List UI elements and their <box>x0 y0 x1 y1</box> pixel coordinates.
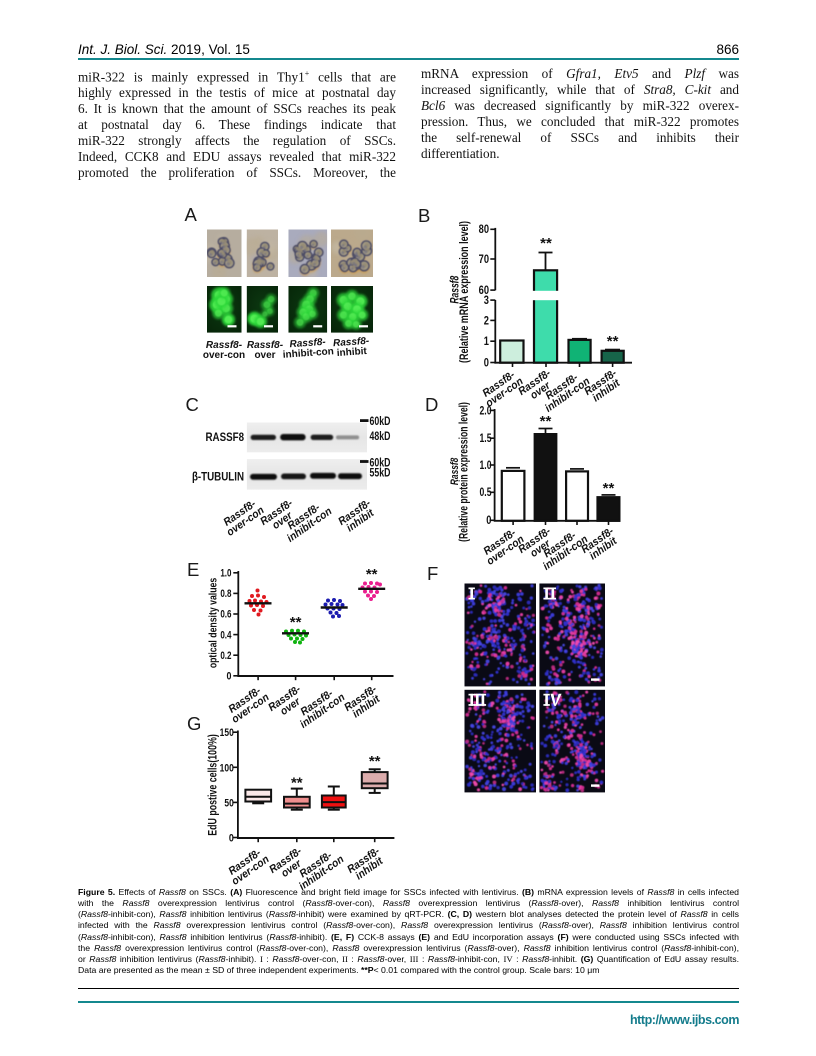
svg-text:80: 80 <box>479 224 490 236</box>
svg-text:RASSF8: RASSF8 <box>205 432 244 445</box>
svg-text:0.4: 0.4 <box>220 629 232 642</box>
svg-text:0.5: 0.5 <box>480 487 492 499</box>
svg-text:60kD: 60kD <box>370 416 391 428</box>
svg-text:1: 1 <box>484 336 489 348</box>
svg-text:60: 60 <box>479 285 490 297</box>
svg-text:**: ** <box>540 235 552 252</box>
svg-text:0.6: 0.6 <box>220 609 231 622</box>
svg-text:**: ** <box>290 614 302 631</box>
svg-text:0: 0 <box>227 671 232 683</box>
svg-text:70: 70 <box>479 254 490 266</box>
svg-text:0: 0 <box>229 833 234 845</box>
svg-text:**: ** <box>369 753 381 770</box>
svg-text:100: 100 <box>220 762 235 774</box>
svg-text:0.8: 0.8 <box>220 588 232 601</box>
svg-text:**: ** <box>607 333 619 350</box>
svg-text:EdU postive cells(100%): EdU postive cells(100%) <box>208 734 220 836</box>
svg-text:0: 0 <box>484 358 489 370</box>
svg-text:(Relative protein expression l: (Relative protein expression level) <box>459 402 471 542</box>
svg-text:0.2: 0.2 <box>220 650 231 663</box>
svg-text:**: ** <box>366 566 378 583</box>
svg-text:1.0: 1.0 <box>480 460 492 472</box>
svg-text:**: ** <box>291 775 303 792</box>
svg-text:3: 3 <box>484 295 489 307</box>
svg-text:60kD: 60kD <box>370 457 391 469</box>
svg-text:48kD: 48kD <box>370 431 391 443</box>
svg-text:0: 0 <box>486 515 491 527</box>
svg-text:2: 2 <box>484 316 489 328</box>
svg-text:Rassf8: Rassf8 <box>449 275 462 303</box>
svg-text:55kD: 55kD <box>370 467 391 479</box>
svg-text:(Relative mRNA expression leve: (Relative mRNA expression level) <box>459 221 471 363</box>
svg-text:2.0: 2.0 <box>480 405 492 417</box>
svg-text:β-TUBULIN: β-TUBULIN <box>192 471 244 484</box>
svg-text:**: ** <box>603 480 615 497</box>
svg-text:1.0: 1.0 <box>220 567 231 580</box>
svg-text:**: ** <box>540 413 552 430</box>
svg-text:50: 50 <box>224 797 234 809</box>
svg-text:optical density values: optical density values <box>207 578 219 669</box>
svg-text:Rassf8: Rassf8 <box>449 457 462 485</box>
svg-text:150: 150 <box>220 727 235 739</box>
svg-text:1.5: 1.5 <box>480 433 492 445</box>
